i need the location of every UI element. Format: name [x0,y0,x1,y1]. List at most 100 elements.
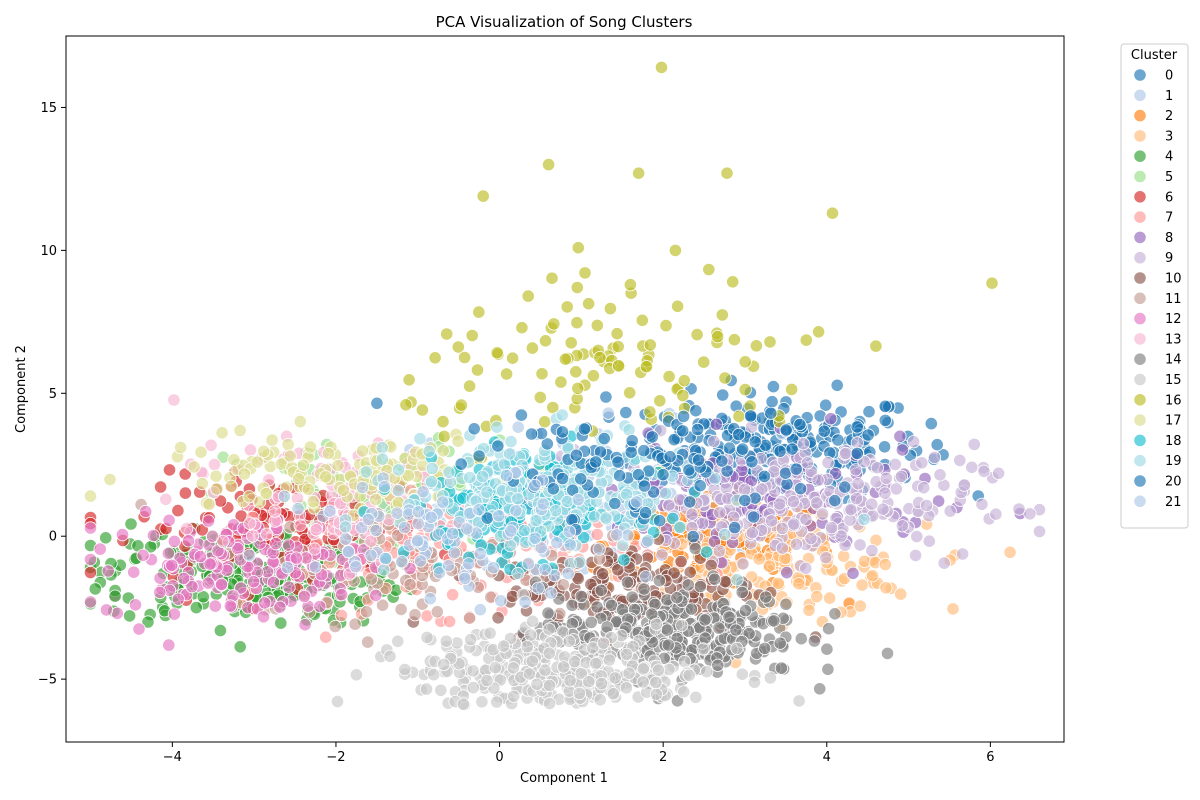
data-point [730,573,744,587]
data-point [355,480,370,495]
data-point [572,686,587,701]
data-point [573,555,587,569]
data-point [759,590,773,604]
data-point [611,455,625,469]
data-point [491,439,505,453]
data-point [590,527,604,542]
legend-label: 16 [1165,393,1182,408]
data-point [242,490,256,504]
data-point [686,529,700,544]
data-point [202,497,216,511]
data-point [794,632,808,646]
data-point [722,610,736,624]
data-point [563,674,577,688]
data-point [749,339,764,353]
legend-label: 6 [1165,190,1173,205]
data-point [653,394,667,408]
data-point [561,566,575,581]
data-point [922,534,936,548]
data-point [638,506,653,520]
data-point [467,422,481,436]
data-point [716,388,730,402]
data-point [242,548,256,562]
data-point [645,430,659,444]
data-point [391,484,405,498]
data-point [542,622,556,636]
data-point [608,671,622,685]
legend-marker [1133,251,1147,265]
data-point [194,445,208,459]
data-point [193,549,207,564]
data-point [752,552,766,566]
data-point [643,405,657,419]
y-tick-label: 0 [49,530,57,545]
data-point [683,495,697,509]
data-point [711,658,725,672]
data-point [128,598,143,612]
data-point [547,317,561,331]
data-point [745,455,759,469]
data-point [712,621,726,635]
data-point [480,673,494,688]
chart-title: PCA Visualization of Song Clusters [436,13,693,31]
data-point [227,453,241,467]
data-point [525,341,540,355]
y-tick-label: 5 [49,387,57,402]
data-point [853,599,867,613]
data-point [870,461,884,475]
data-point [524,628,538,642]
data-point [413,432,427,446]
data-point [480,485,494,499]
data-point [383,649,397,663]
data-point [233,423,247,438]
data-point [844,503,858,517]
data-point [394,602,408,617]
data-point [758,641,772,656]
data-point [822,591,837,605]
x-tick-label: 2 [659,750,667,765]
data-point [538,415,552,429]
data-point [509,504,523,518]
data-point [631,166,646,180]
data-point [515,321,529,335]
data-point [641,534,655,548]
data-point [955,547,970,561]
data-point [224,479,238,493]
data-point [673,520,687,535]
data-point [577,422,592,436]
data-point [849,491,864,506]
data-point [989,507,1003,521]
legend-label: 2 [1165,109,1173,124]
data-point [675,618,689,633]
data-point [878,399,892,413]
data-point [369,523,383,538]
data-point [707,572,722,586]
data-point [698,631,712,645]
data-point [606,687,620,701]
data-point [697,355,711,369]
data-point [625,434,639,448]
data-point [83,595,98,609]
data-point [651,663,666,677]
data-point [649,675,663,690]
data-point [696,642,710,656]
data-point [214,577,229,591]
data-point [676,388,690,403]
data-point [83,565,98,580]
data-point [637,444,651,458]
data-point [784,382,799,396]
data-point [308,560,322,574]
legend-marker [1133,433,1147,447]
data-point [590,318,604,332]
legend-marker [1133,474,1147,488]
data-point [464,632,478,647]
y-tick-label: 15 [40,101,57,116]
data-point [880,646,895,661]
data-point [377,480,391,494]
data-point [735,585,749,600]
data-point [364,548,378,562]
data-point [857,512,871,527]
data-point [828,494,842,508]
data-point [472,503,486,517]
